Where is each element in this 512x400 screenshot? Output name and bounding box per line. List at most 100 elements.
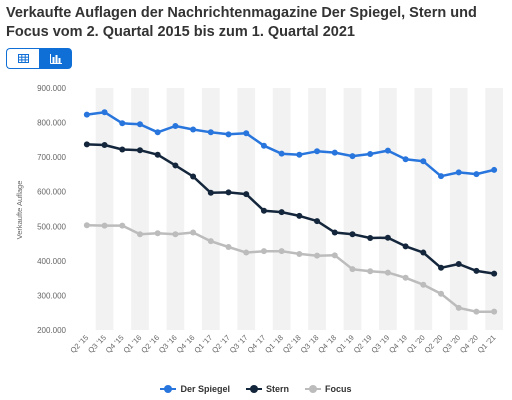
data-point-spiegel[interactable] xyxy=(154,129,161,136)
data-point-stern[interactable] xyxy=(190,173,197,180)
grid-band xyxy=(95,88,114,330)
data-point-focus[interactable] xyxy=(207,238,214,245)
data-point-stern[interactable] xyxy=(119,146,126,153)
data-point-spiegel[interactable] xyxy=(296,151,303,158)
data-point-stern[interactable] xyxy=(349,231,356,238)
data-point-stern[interactable] xyxy=(207,189,214,196)
data-point-stern[interactable] xyxy=(420,249,427,256)
legend-item-spiegel[interactable]: Der Spiegel xyxy=(160,384,230,394)
data-point-spiegel[interactable] xyxy=(367,151,374,158)
data-point-focus[interactable] xyxy=(136,231,143,238)
chart-view-button[interactable] xyxy=(39,48,72,69)
data-point-focus[interactable] xyxy=(83,222,90,229)
x-tick-label: Q3 '18 xyxy=(299,333,321,355)
data-point-focus[interactable] xyxy=(420,281,427,288)
data-point-focus[interactable] xyxy=(367,268,374,275)
data-point-stern[interactable] xyxy=(278,209,285,216)
data-point-focus[interactable] xyxy=(349,266,356,273)
data-point-stern[interactable] xyxy=(455,260,462,267)
legend-item-stern[interactable]: Stern xyxy=(246,384,289,394)
data-point-spiegel[interactable] xyxy=(172,123,179,130)
data-point-stern[interactable] xyxy=(154,151,161,158)
data-point-stern[interactable] xyxy=(172,162,179,169)
grid-band xyxy=(308,88,326,330)
data-point-spiegel[interactable] xyxy=(207,129,214,136)
data-point-spiegel[interactable] xyxy=(83,111,90,118)
data-point-focus[interactable] xyxy=(314,252,321,259)
x-tick-label: Q4 '18 xyxy=(316,333,338,355)
grid-band xyxy=(237,88,256,330)
data-point-stern[interactable] xyxy=(491,270,498,277)
x-tick-label: Q4 '17 xyxy=(246,333,268,355)
line-chart: 200.000 300.000 400.000 500.000 600.000 700.0… xyxy=(15,84,503,355)
data-point-spiegel[interactable] xyxy=(455,169,462,176)
data-point-focus[interactable] xyxy=(438,290,445,297)
data-point-focus[interactable] xyxy=(491,308,498,315)
data-point-spiegel[interactable] xyxy=(119,120,126,127)
data-point-spiegel[interactable] xyxy=(349,153,356,160)
data-point-stern[interactable] xyxy=(438,264,445,271)
data-point-focus[interactable] xyxy=(331,252,338,259)
data-point-stern[interactable] xyxy=(296,212,303,219)
data-point-stern[interactable] xyxy=(260,207,267,214)
x-tick-label: Q3 '20 xyxy=(440,333,462,355)
grid-band xyxy=(201,88,220,330)
y-tick-label: 200.000 xyxy=(37,326,66,335)
data-point-focus[interactable] xyxy=(455,304,462,311)
data-point-spiegel[interactable] xyxy=(190,126,197,133)
y-tick-label: 600.000 xyxy=(37,188,66,197)
data-point-focus[interactable] xyxy=(384,269,391,276)
data-point-stern[interactable] xyxy=(367,235,374,242)
data-point-stern[interactable] xyxy=(225,189,232,196)
y-tick-label: 900.000 xyxy=(37,84,66,93)
data-point-spiegel[interactable] xyxy=(384,147,391,154)
data-point-stern[interactable] xyxy=(136,147,143,154)
data-point-focus[interactable] xyxy=(190,229,197,236)
table-view-button[interactable] xyxy=(6,48,39,69)
data-point-focus[interactable] xyxy=(260,248,267,255)
data-point-stern[interactable] xyxy=(384,234,391,241)
data-point-spiegel[interactable] xyxy=(225,131,232,138)
x-tick-label: Q1 '20 xyxy=(405,333,427,355)
data-point-stern[interactable] xyxy=(331,229,338,236)
data-point-focus[interactable] xyxy=(154,230,161,237)
y-tick-label: 500.000 xyxy=(37,222,66,231)
data-point-spiegel[interactable] xyxy=(420,158,427,165)
x-tick-label: Q1 '21 xyxy=(476,333,498,355)
data-point-stern[interactable] xyxy=(402,243,409,250)
x-tick-label: Q4 '19 xyxy=(387,333,409,355)
data-point-focus[interactable] xyxy=(119,222,126,229)
data-point-focus[interactable] xyxy=(473,308,480,315)
data-point-spiegel[interactable] xyxy=(243,130,250,137)
data-point-stern[interactable] xyxy=(314,218,321,225)
data-point-spiegel[interactable] xyxy=(402,156,409,163)
data-point-stern[interactable] xyxy=(473,267,480,274)
chart-title: Verkaufte Auflagen der Nachrichtenmagazi… xyxy=(6,5,477,40)
legend-item-focus[interactable]: Focus xyxy=(305,384,352,394)
data-point-stern[interactable] xyxy=(101,142,108,149)
data-point-spiegel[interactable] xyxy=(260,142,267,149)
data-point-focus[interactable] xyxy=(225,244,232,251)
data-point-focus[interactable] xyxy=(296,250,303,257)
data-point-stern[interactable] xyxy=(243,191,250,198)
y-tick-label: 700.000 xyxy=(37,153,66,162)
series-layer xyxy=(83,109,498,315)
x-tick-label: Q3 '16 xyxy=(157,333,179,355)
data-point-spiegel[interactable] xyxy=(331,149,338,156)
data-point-spiegel[interactable] xyxy=(438,173,445,180)
data-point-spiegel[interactable] xyxy=(101,109,108,116)
data-point-spiegel[interactable] xyxy=(136,121,143,128)
data-point-spiegel[interactable] xyxy=(491,166,498,173)
data-point-focus[interactable] xyxy=(172,231,179,238)
grid-band xyxy=(131,88,149,330)
legend: Der Spiegel Stern Focus xyxy=(0,384,512,394)
grid-band xyxy=(272,88,291,330)
data-point-spiegel[interactable] xyxy=(278,150,285,157)
data-point-focus[interactable] xyxy=(402,274,409,281)
data-point-spiegel[interactable] xyxy=(314,148,321,155)
data-point-focus[interactable] xyxy=(101,222,108,229)
data-point-spiegel[interactable] xyxy=(473,171,480,178)
data-point-stern[interactable] xyxy=(83,141,90,148)
data-point-focus[interactable] xyxy=(243,249,250,256)
data-point-focus[interactable] xyxy=(278,248,285,255)
